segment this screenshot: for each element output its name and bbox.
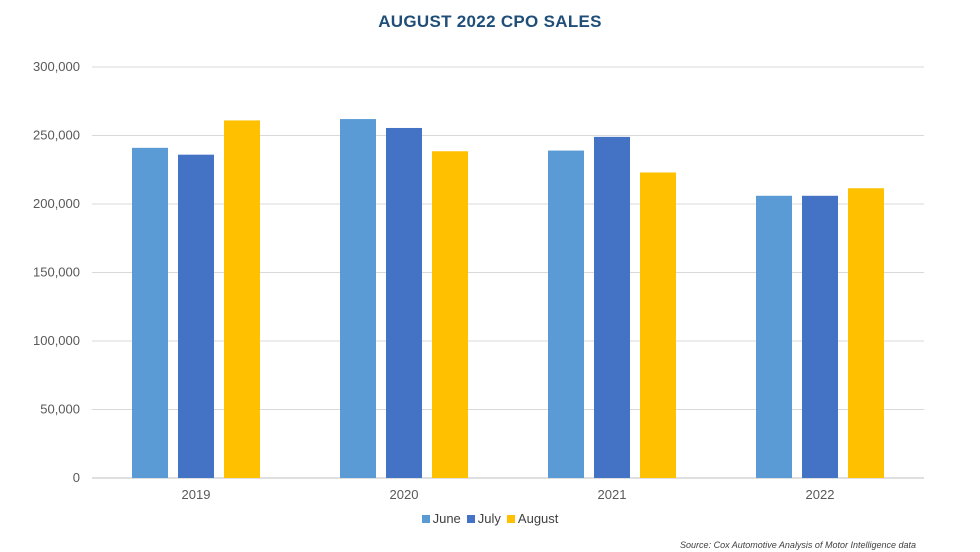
bar-2021-august (640, 172, 676, 479)
legend-item-august: August (506, 511, 559, 526)
x-tick-label: 2021 (598, 487, 627, 502)
x-tick-label: 2020 (390, 487, 419, 502)
x-tick-label: 2019 (182, 487, 211, 502)
bar-2022-july (802, 195, 838, 478)
y-tick-label: 150,000 (33, 265, 80, 280)
y-tick-label: 100,000 (33, 333, 80, 348)
legend: June July August (0, 511, 980, 526)
legend-swatch (466, 515, 475, 523)
y-tick-label: 200,000 (33, 196, 80, 211)
chart-title: AUGUST 2022 CPO SALES (378, 12, 602, 31)
x-tick-label: 2022 (806, 487, 835, 502)
bar-2022-august (848, 188, 884, 478)
y-tick-label: 250,000 (33, 128, 80, 143)
bar-2019-june (132, 147, 168, 478)
legend-swatch (506, 515, 515, 523)
source-note: Source: Cox Automotive Analysis of Motor… (680, 540, 916, 550)
bar-2019-august (224, 120, 260, 479)
y-tick-label: 50,000 (40, 402, 80, 417)
legend-item-june: June (421, 511, 461, 526)
legend-label: July (477, 511, 501, 526)
legend-item-july: July (466, 511, 501, 526)
y-tick-label: 0 (73, 470, 80, 485)
bar-2020-june (340, 119, 376, 478)
bar-2020-july (386, 127, 422, 478)
bar-2019-july (178, 154, 214, 478)
legend-label: June (432, 511, 461, 526)
y-tick-label: 300,000 (33, 59, 80, 74)
bar-2021-june (548, 150, 584, 478)
legend-label: August (517, 511, 559, 526)
bar-2022-june (756, 195, 792, 478)
legend-swatch (421, 515, 430, 523)
bar-2020-august (432, 151, 468, 478)
bar-2021-july (594, 136, 630, 478)
